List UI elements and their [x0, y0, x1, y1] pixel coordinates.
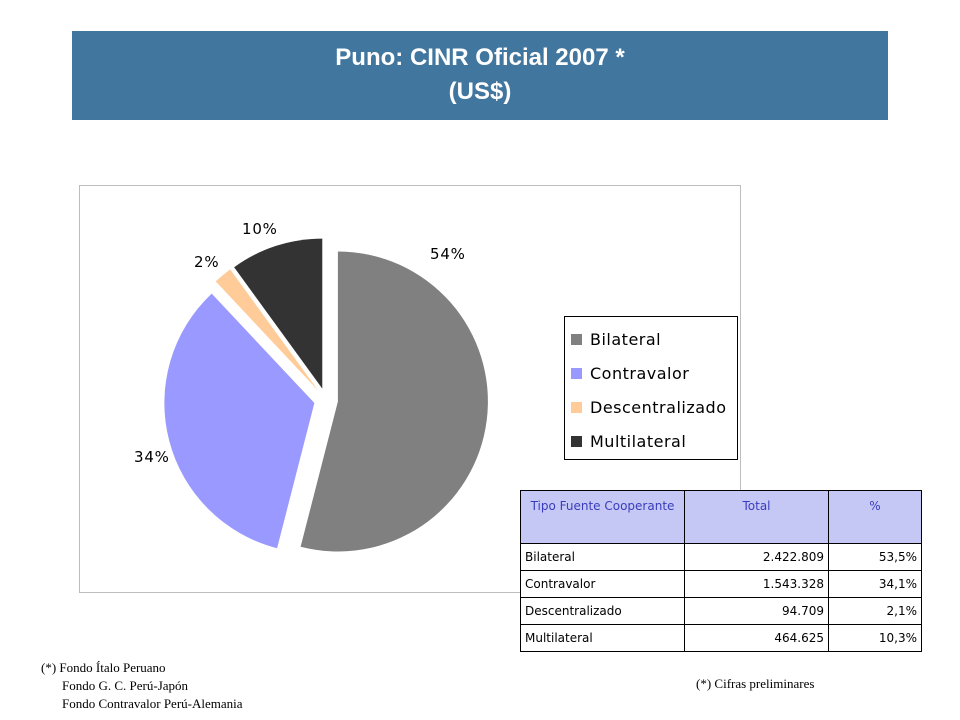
legend-label: Bilateral	[590, 329, 662, 349]
pie-slice-multilateral	[234, 238, 323, 389]
cell-tipo: Descentralizado	[520, 597, 685, 625]
cell-pct: 53,5%	[828, 543, 922, 571]
legend-item-descentralizado: Descentralizado	[571, 397, 726, 417]
cell-total: 2.422.809	[684, 543, 829, 571]
cell-total: 1.543.328	[684, 570, 829, 598]
footnote-funds: (*) Fondo Ítalo Peruano Fondo G. C. Perú…	[41, 659, 243, 713]
table-row: Descentralizado 94.709 2,1%	[520, 597, 922, 625]
cell-total: 94.709	[684, 597, 829, 625]
col-header-pct: %	[828, 490, 922, 544]
legend-label: Descentralizado	[590, 397, 727, 417]
cell-tipo: Multilateral	[520, 624, 685, 652]
footnote-line: Fondo Contravalor Perú-Alemania	[62, 696, 243, 711]
data-table: Tipo Fuente Cooperante Total % Bilateral…	[520, 490, 922, 652]
title-banner: Puno: CINR Oficial 2007 * (US$)	[72, 31, 888, 120]
legend-label: Contravalor	[590, 363, 690, 383]
table-row: Bilateral 2.422.809 53,5%	[520, 543, 922, 571]
col-header-total: Total	[684, 490, 829, 544]
page-subtitle: (US$)	[448, 78, 512, 105]
pie-slice-bilateral	[300, 251, 488, 552]
legend-swatch-contravalor	[571, 367, 582, 379]
col-header-tipo: Tipo Fuente Cooperante	[520, 490, 685, 544]
legend-item-contravalor: Contravalor	[571, 363, 689, 383]
legend-item-multilateral: Multilateral	[571, 431, 686, 451]
legend-swatch-multilateral	[571, 435, 582, 447]
cell-total: 464.625	[684, 624, 829, 652]
cell-tipo: Contravalor	[520, 570, 685, 598]
page-title: Puno: CINR Oficial 2007 *	[335, 44, 625, 71]
pie-label-descentralizado: 2%	[194, 253, 219, 271]
pie-label-multilateral: 10%	[242, 220, 278, 238]
footnote-line: (*) Fondo Ítalo Peruano	[41, 660, 166, 675]
table-row: Multilateral 464.625 10,3%	[520, 624, 922, 652]
legend-item-bilateral: Bilateral	[571, 329, 661, 349]
legend-swatch-bilateral	[571, 333, 582, 345]
chart-legend: Bilateral Contravalor Descentralizado Mu…	[564, 316, 738, 460]
table-header-row: Tipo Fuente Cooperante Total %	[520, 490, 922, 544]
cell-pct: 10,3%	[828, 624, 922, 652]
cell-tipo: Bilateral	[520, 543, 685, 571]
cell-pct: 34,1%	[828, 570, 922, 598]
pie-label-bilateral: 54%	[430, 245, 466, 263]
table-row: Contravalor 1.543.328 34,1%	[520, 570, 922, 598]
footnote-preliminary: (*) Cifras preliminares	[696, 676, 815, 691]
pie-label-contravalor: 34%	[134, 448, 170, 466]
legend-swatch-descentralizado	[571, 401, 582, 413]
pie-slice-descentralizado	[215, 269, 319, 391]
footnote-line: Fondo G. C. Perú-Japón	[62, 678, 189, 693]
legend-label: Multilateral	[590, 431, 687, 451]
pie-slice-contravalor	[164, 293, 315, 549]
cell-pct: 2,1%	[828, 597, 922, 625]
